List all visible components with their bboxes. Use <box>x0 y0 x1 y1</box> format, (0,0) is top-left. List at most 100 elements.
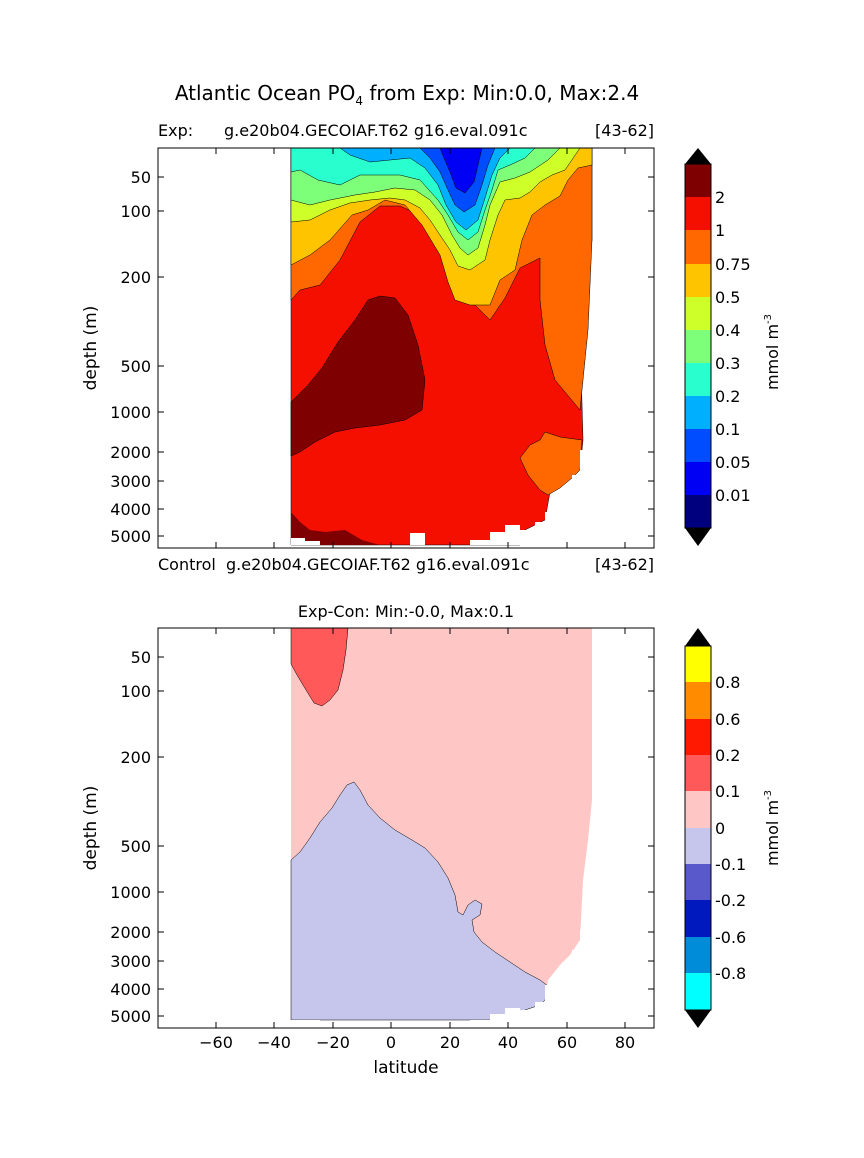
bottom-x-axis-label: latitude <box>373 1058 438 1078</box>
top-y-axis-label: depth (m) <box>81 306 101 391</box>
top-ytick-50: 50 <box>131 168 654 187</box>
bottom-colorbar-bin-6 <box>685 755 711 791</box>
control-label: Control <box>158 555 216 574</box>
bottom-xtick-0: 0 <box>386 628 396 1052</box>
top-axes-frame <box>157 147 655 549</box>
svg-text:3000: 3000 <box>110 952 151 971</box>
svg-text:40: 40 <box>498 1033 518 1052</box>
top-cbar-tick-01: 0.1 <box>715 420 740 439</box>
svg-text:1000: 1000 <box>110 403 151 422</box>
bottom-cbar-tick-06: 0.6 <box>715 710 740 729</box>
top-colorbar-extend-max <box>685 148 711 164</box>
bottom-xtick-60: 60 <box>557 628 577 1052</box>
top-land-mask <box>291 450 592 545</box>
top-cbar-tick-03: 0.3 <box>715 354 740 373</box>
top-cbar-tick-1: 1 <box>715 221 725 240</box>
svg-text:100: 100 <box>120 202 151 221</box>
svg-text:200: 200 <box>120 748 151 767</box>
top-colorbar-bin-2 <box>685 429 711 462</box>
svg-text:2000: 2000 <box>110 443 151 462</box>
top-ytick-500: 500 <box>120 357 654 376</box>
top-colorbar-bin-10 <box>685 164 711 197</box>
svg-text:4000: 4000 <box>110 980 151 999</box>
svg-text:50: 50 <box>131 168 151 187</box>
top-colorbar-bin-0 <box>685 495 711 528</box>
top-cbar-tick-02: 0.2 <box>715 387 740 406</box>
bottom-colorbar-bin-9 <box>685 646 711 682</box>
bottom-xtick-80: 80 <box>615 628 635 1052</box>
svg-text:3000: 3000 <box>110 472 151 491</box>
bottom-cbar-tick-02: 0.2 <box>715 746 740 765</box>
top-colorbar-bin-4 <box>685 363 711 396</box>
bottom-colorbar: 0.8 0.6 0.2 0.1 0 -0.1 -0.2 -0.6 -0.8 mm… <box>684 628 782 1028</box>
top-cbar-tick-05: 0.5 <box>715 288 740 307</box>
bottom-xtick-neg40: −40 <box>257 628 291 1052</box>
svg-text:5000: 5000 <box>110 527 151 546</box>
top-region-level-2-plus <box>290 295 426 457</box>
bottom-region-level-01-02 <box>290 628 349 707</box>
top-panel-label-years: [43-62] <box>595 121 654 140</box>
svg-text:0: 0 <box>386 1033 396 1052</box>
top-x-ticks <box>215 148 626 548</box>
bottom-colorbar-bin-4 <box>685 828 711 864</box>
bottom-colorbar-bin-1 <box>685 937 711 973</box>
bottom-ytick-2000: 2000 <box>110 923 654 942</box>
top-colorbar-extend-min <box>685 528 711 546</box>
bottom-cbar-tick-neg06: -0.6 <box>715 928 746 947</box>
svg-text:80: 80 <box>615 1033 635 1052</box>
bottom-xtick-neg20: −20 <box>316 628 350 1052</box>
svg-text:−60: −60 <box>199 1033 233 1052</box>
bottom-colorbar-bin-2 <box>685 900 711 937</box>
top-colorbar-bin-1 <box>685 462 711 495</box>
svg-text:500: 500 <box>120 837 151 856</box>
top-colorbar-bin-7 <box>685 264 711 297</box>
bottom-colorbar-extend-max <box>685 628 711 646</box>
top-cbar-tick-005: 0.05 <box>715 453 751 472</box>
bottom-x-ticks: −60 −40 −20 0 20 40 60 80 <box>199 628 635 1052</box>
svg-text:−20: −20 <box>316 1033 350 1052</box>
svg-text:1000: 1000 <box>110 883 151 902</box>
svg-text:100: 100 <box>120 682 151 701</box>
top-colorbar-bin-6 <box>685 297 711 330</box>
top-cbar-unit: mmol m-3 <box>763 314 782 390</box>
top-colorbar-bin-9 <box>685 197 711 230</box>
bottom-land-mask <box>291 628 654 1028</box>
svg-text:60: 60 <box>557 1033 577 1052</box>
bottom-cbar-tick-neg02: -0.2 <box>715 891 746 910</box>
bottom-colorbar-extend-min <box>685 1010 711 1028</box>
bottom-ytick-500: 500 <box>120 837 654 856</box>
figure-title: Atlantic Ocean PO4 from Exp: Min:0.0, Ma… <box>175 81 639 108</box>
bottom-cbar-unit: mmol m-3 <box>763 790 782 866</box>
bottom-cbar-tick-neg08: -0.8 <box>715 964 746 983</box>
top-ytick-4000: 4000 <box>110 500 654 519</box>
bottom-y-axis-label: depth (m) <box>81 786 101 871</box>
bottom-colorbar-bin-5 <box>685 791 711 828</box>
top-cbar-tick-001: 0.01 <box>715 486 751 505</box>
bottom-axes-frame <box>157 627 655 1029</box>
svg-text:2000: 2000 <box>110 923 151 942</box>
svg-text:200: 200 <box>120 268 151 287</box>
top-ytick-2000: 2000 <box>110 443 654 462</box>
top-cbar-tick-2: 2 <box>715 188 725 207</box>
top-colorbar: 2 1 0.75 0.5 0.4 0.3 0.2 0.1 0.05 0.01 m… <box>684 148 782 546</box>
bottom-xtick-40: 40 <box>498 628 518 1052</box>
top-cbar-tick-04: 0.4 <box>715 321 740 340</box>
top-panel-label-case: g.e20b04.GECOIAF.T62 g16.eval.091c <box>224 121 528 140</box>
svg-text:500: 500 <box>120 357 151 376</box>
top-ytick-200: 200 <box>120 268 654 287</box>
bottom-cbar-tick-0: 0 <box>715 819 725 838</box>
top-ytick-5000: 5000 <box>110 527 654 546</box>
bottom-ytick-50: 50 <box>131 648 654 667</box>
bottom-ytick-100: 100 <box>120 682 654 701</box>
top-cbar-tick-075: 0.75 <box>715 255 751 274</box>
bottom-ytick-5000: 5000 <box>110 1007 654 1026</box>
bottom-colorbar-bin-8 <box>685 682 711 719</box>
svg-text:−40: −40 <box>257 1033 291 1052</box>
bottom-xtick-neg60: −60 <box>199 628 233 1052</box>
svg-text:5000: 5000 <box>110 1007 151 1026</box>
top-region-level-001-005 <box>439 148 483 194</box>
svg-text:50: 50 <box>131 648 151 667</box>
bottom-ytick-200: 200 <box>120 748 654 767</box>
top-colorbar-bin-5 <box>685 330 711 363</box>
